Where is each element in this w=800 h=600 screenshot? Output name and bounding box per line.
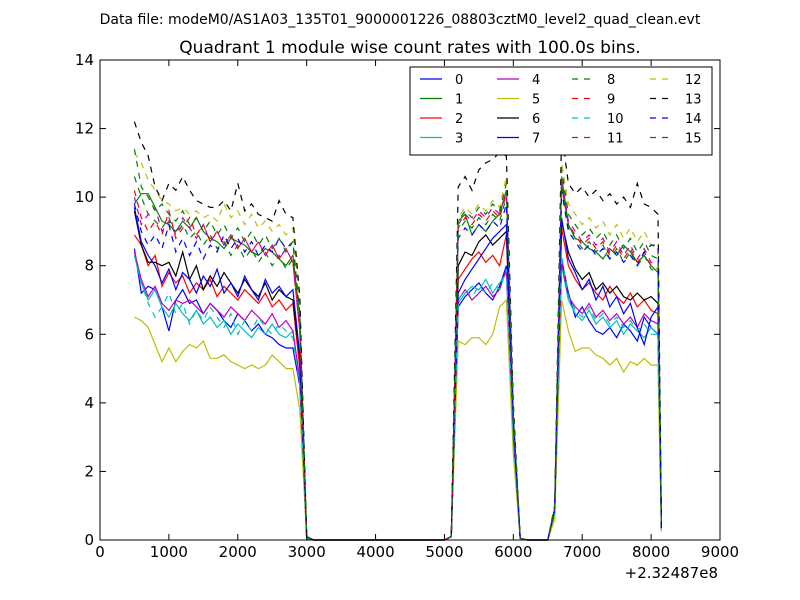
series-line-4 xyxy=(133,251,662,541)
x-tick-label: 8000 xyxy=(632,543,670,561)
plot-lines xyxy=(133,121,662,541)
legend-box xyxy=(409,66,713,156)
x-tick-label: 1000 xyxy=(150,543,188,561)
series-line-7 xyxy=(133,207,662,541)
series-line-10 xyxy=(133,255,662,541)
x-tick-label: 4000 xyxy=(356,543,394,561)
legend-label-10: 10 xyxy=(607,112,624,127)
y-tick-label: 6 xyxy=(84,325,94,343)
legend-label-0: 0 xyxy=(455,73,463,88)
plot-frame xyxy=(99,59,721,541)
legend-label-9: 9 xyxy=(607,93,615,108)
legend-label-1: 1 xyxy=(455,93,463,108)
series-line-3 xyxy=(133,255,662,541)
legend-label-13: 13 xyxy=(685,93,702,108)
axis-ticks: 0 1000 2000 3000 4000 5000 6000 7000 8000 9000 0 2 4… xyxy=(75,51,739,561)
y-tick-label: 0 xyxy=(84,531,94,549)
series-line-2 xyxy=(133,227,662,541)
x-tick-label: 3000 xyxy=(288,543,326,561)
legend-label-2: 2 xyxy=(455,112,463,127)
x-offset-label: +2.32487e8 xyxy=(625,564,718,582)
series-line-12 xyxy=(133,152,662,541)
series-line-15 xyxy=(133,148,662,541)
series-line-6 xyxy=(133,210,662,541)
chart-title: Quadrant 1 module wise count rates with … xyxy=(179,38,640,58)
y-tick-label: 12 xyxy=(75,120,94,138)
legend-label-5: 5 xyxy=(532,93,540,108)
legend-label-11: 11 xyxy=(607,132,624,147)
x-tick-label: 7000 xyxy=(563,543,601,561)
y-tick-label: 2 xyxy=(84,462,94,480)
legend-label-14: 14 xyxy=(685,112,702,127)
y-tick-label: 10 xyxy=(75,188,94,206)
legend-label-4: 4 xyxy=(532,73,540,88)
legend-label-15: 15 xyxy=(685,132,702,147)
legend-label-3: 3 xyxy=(455,132,463,147)
series-line-11 xyxy=(133,179,662,541)
figure-suptitle: Data file: modeM0/AS1A03_135T01_90000012… xyxy=(100,12,701,28)
series-line-5 xyxy=(134,298,662,541)
x-tick-label: 2000 xyxy=(219,543,257,561)
x-tick-label: 9000 xyxy=(701,543,739,561)
legend-label-6: 6 xyxy=(532,112,540,127)
legend-label-8: 8 xyxy=(607,73,615,88)
y-tick-label: 14 xyxy=(75,51,94,69)
series-line-0 xyxy=(133,248,662,541)
series-line-13 xyxy=(133,121,662,541)
series-line-14 xyxy=(133,190,662,541)
x-tick-label: 6000 xyxy=(494,543,532,561)
y-tick-label: 4 xyxy=(84,394,94,412)
x-tick-label: 5000 xyxy=(425,543,463,561)
legend-label-12: 12 xyxy=(685,73,702,88)
y-tick-label: 8 xyxy=(84,257,94,275)
x-tick-label: 0 xyxy=(95,543,105,561)
legend-label-7: 7 xyxy=(532,132,540,147)
